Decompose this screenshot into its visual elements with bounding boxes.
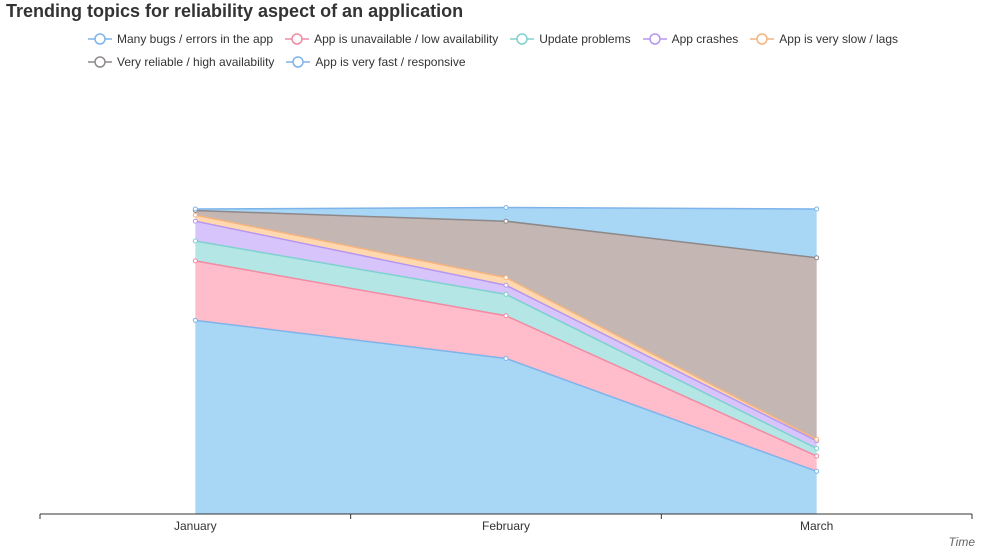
x-axis-name: Time bbox=[948, 535, 975, 549]
point-update-problems-february[interactable] bbox=[503, 291, 509, 297]
legend-item-update-problems[interactable]: Update problems bbox=[510, 30, 631, 48]
area-app-is-very-fast-responsive bbox=[195, 207, 817, 258]
point-update-problems-january[interactable] bbox=[192, 238, 198, 244]
point-app-is-very-slow-lags-march[interactable] bbox=[814, 436, 820, 442]
legend-swatch-icon bbox=[750, 33, 775, 45]
data-points bbox=[192, 204, 820, 474]
legend-label: Very reliable / high availability bbox=[117, 55, 275, 69]
point-many-bugs-errors-in-the-app-february[interactable] bbox=[503, 355, 509, 361]
point-app-crashes-february[interactable] bbox=[503, 282, 509, 288]
x-tick-label-february: February bbox=[482, 519, 530, 533]
x-tick-label-march: March bbox=[800, 519, 833, 533]
legend-label: App is very fast / responsive bbox=[315, 55, 466, 69]
legend-item-very-reliable-high-availability[interactable]: Very reliable / high availability bbox=[88, 53, 274, 71]
area-update-problems bbox=[195, 241, 817, 457]
legend-label: App is very slow / lags bbox=[779, 32, 899, 46]
legend-swatch-icon bbox=[510, 33, 535, 45]
x-tick-label-january: January bbox=[174, 519, 217, 533]
point-app-crashes-january[interactable] bbox=[192, 218, 198, 224]
legend-swatch-icon bbox=[642, 33, 667, 45]
point-many-bugs-errors-in-the-app-january[interactable] bbox=[192, 317, 198, 323]
point-app-is-very-fast-responsive-february[interactable] bbox=[503, 204, 509, 210]
point-very-reliable-high-availability-february[interactable] bbox=[503, 218, 509, 224]
legend-item-app-is-very-slow-lags[interactable]: App is very slow / lags bbox=[750, 30, 898, 48]
legend-swatch-icon bbox=[88, 33, 112, 45]
chart-legend: Many bugs / errors in the app App is unav… bbox=[88, 30, 968, 71]
legend-swatch-icon bbox=[285, 33, 310, 45]
legend-swatch-icon bbox=[286, 56, 311, 68]
point-app-is-unavailable-low-availability-march[interactable] bbox=[814, 453, 820, 459]
chart-title: Trending topics for reliability aspect o… bbox=[6, 1, 464, 21]
area-app-crashes bbox=[195, 221, 817, 449]
area-app-is-unavailable-low-availability bbox=[195, 260, 817, 472]
area-many-bugs-errors-in-the-app bbox=[195, 320, 817, 514]
legend-label: Many bugs / errors in the app bbox=[117, 32, 274, 46]
legend-item-app-crashes[interactable]: App crashes bbox=[642, 30, 739, 48]
point-app-is-very-fast-responsive-march[interactable] bbox=[814, 206, 820, 212]
legend-label: App is unavailable / low availability bbox=[314, 32, 499, 46]
legend-item-app-is-very-fast-responsive[interactable]: App is very fast / responsive bbox=[286, 53, 466, 71]
x-axis: January February March bbox=[39, 513, 973, 533]
legend-label: Update problems bbox=[539, 32, 631, 46]
legend-label: App crashes bbox=[671, 32, 739, 46]
point-update-problems-march[interactable] bbox=[814, 445, 820, 451]
point-app-is-unavailable-low-availability-february[interactable] bbox=[503, 313, 509, 319]
legend-item-app-is-unavailable-low-availability[interactable]: App is unavailable / low availability bbox=[285, 30, 498, 48]
point-app-is-very-slow-lags-january[interactable] bbox=[192, 212, 198, 218]
point-app-is-very-fast-responsive-january[interactable] bbox=[192, 206, 198, 212]
point-app-is-very-slow-lags-february[interactable] bbox=[503, 275, 509, 281]
legend-swatch-icon bbox=[88, 56, 112, 68]
point-very-reliable-high-availability-march[interactable] bbox=[814, 255, 820, 261]
area-very-reliable-high-availability bbox=[195, 210, 817, 440]
legend-item-many-bugs-errors-in-the-app[interactable]: Many bugs / errors in the app bbox=[88, 30, 273, 48]
area-layers bbox=[195, 207, 817, 514]
point-many-bugs-errors-in-the-app-march[interactable] bbox=[814, 468, 820, 474]
point-app-is-unavailable-low-availability-january[interactable] bbox=[192, 258, 198, 264]
